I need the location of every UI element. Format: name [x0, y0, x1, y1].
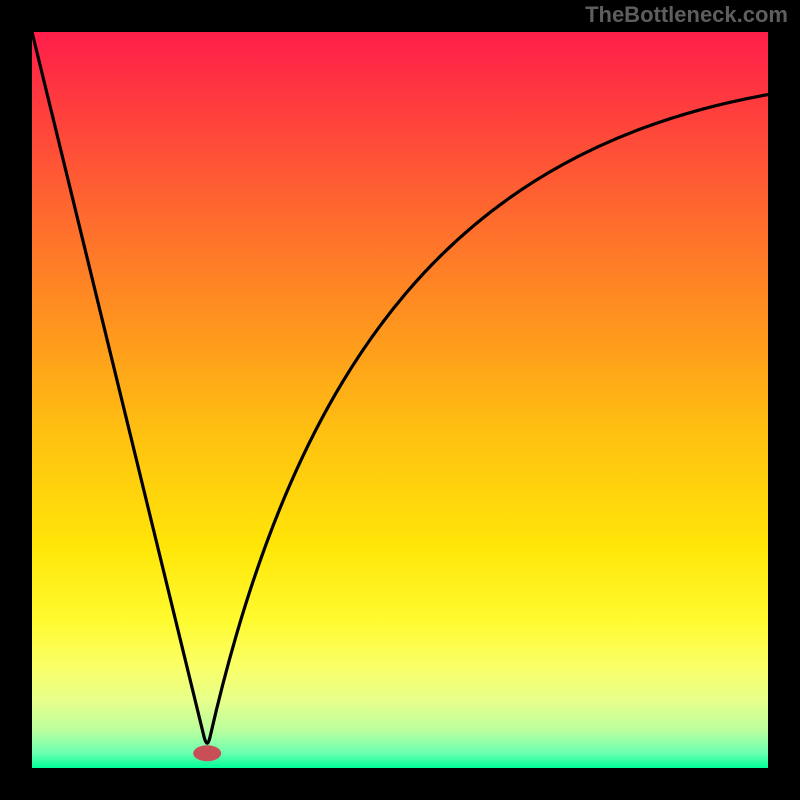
watermark-text: TheBottleneck.com: [585, 2, 788, 28]
bottleneck-chart: TheBottleneck.com: [0, 0, 800, 800]
optimal-marker: [193, 745, 221, 761]
chart-svg: [0, 0, 800, 800]
plot-area: [32, 32, 768, 768]
